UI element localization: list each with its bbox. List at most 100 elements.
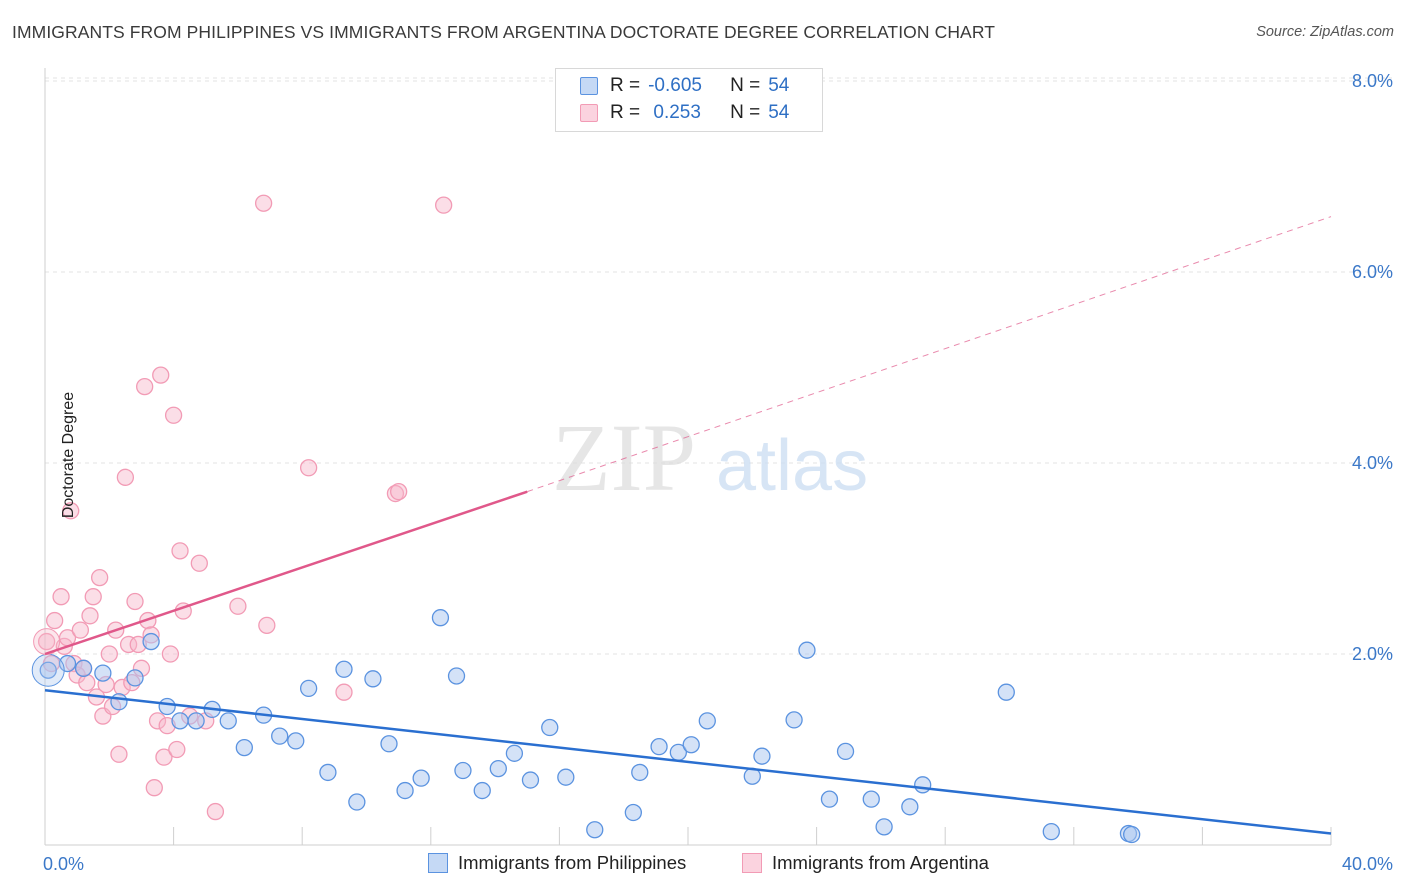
- data-point-philippines: [31, 653, 65, 687]
- legend-n-value: 54: [768, 102, 790, 123]
- data-point-philippines: [820, 790, 839, 808]
- y-tick-label: 6.0%: [1352, 262, 1393, 282]
- data-point-philippines: [219, 712, 237, 730]
- data-point-argentina: [110, 745, 128, 763]
- series-label-philippines: Immigrants from Philippines: [458, 852, 687, 873]
- data-point-argentina: [136, 377, 154, 396]
- data-point-philippines: [875, 818, 893, 836]
- data-point-philippines: [586, 821, 604, 839]
- data-point-argentina: [164, 406, 183, 424]
- data-point-argentina: [116, 468, 135, 486]
- series-legend-philippines: Immigrants from Philippines: [428, 852, 686, 874]
- data-point-philippines: [753, 747, 771, 765]
- chart-title: IMMIGRANTS FROM PHILIPPINES VS IMMIGRANT…: [12, 22, 996, 42]
- data-point-philippines: [698, 712, 716, 730]
- data-point-philippines: [901, 798, 919, 816]
- series-label-argentina: Immigrants from Argentina: [772, 852, 989, 873]
- data-point-philippines: [1042, 822, 1060, 841]
- data-point-philippines: [126, 669, 144, 687]
- data-point-philippines: [110, 693, 128, 711]
- data-point-argentina: [78, 674, 96, 692]
- data-point-philippines: [473, 781, 491, 800]
- legend-r-label: R =: [610, 102, 641, 123]
- data-point-philippines: [271, 727, 289, 745]
- data-point-philippines: [39, 661, 57, 679]
- data-point-argentina: [126, 592, 144, 611]
- data-point-philippines: [431, 609, 450, 627]
- data-point-philippines: [505, 744, 524, 762]
- data-point-philippines: [74, 659, 93, 677]
- series-legend-argentina: Immigrants from Argentina: [742, 852, 989, 874]
- data-point-argentina: [161, 645, 180, 663]
- data-point-philippines: [557, 768, 575, 786]
- data-point-philippines: [319, 763, 337, 782]
- data-point-argentina: [148, 712, 167, 730]
- data-point-philippines: [454, 761, 472, 780]
- data-point-philippines: [862, 790, 880, 808]
- y-tick-label: 2.0%: [1352, 644, 1393, 664]
- data-point-philippines: [624, 803, 642, 822]
- data-point-philippines: [348, 793, 366, 811]
- data-point-philippines: [631, 763, 649, 782]
- data-point-philippines: [785, 711, 803, 729]
- data-point-argentina: [258, 616, 276, 634]
- legend-swatch-argentina: [580, 104, 598, 122]
- legend-n-label: N =: [730, 102, 761, 123]
- y-tick-label: 4.0%: [1352, 453, 1393, 473]
- data-point-argentina: [62, 502, 80, 520]
- data-point-philippines: [541, 718, 559, 737]
- data-point-philippines: [299, 679, 318, 698]
- data-point-argentina: [229, 597, 247, 615]
- legend-row-philippines: R = -0.605 N = 54: [580, 74, 789, 98]
- data-point-philippines: [396, 781, 414, 800]
- data-point-argentina: [81, 607, 99, 625]
- data-point-philippines: [447, 667, 466, 685]
- data-point-argentina: [119, 635, 138, 654]
- data-point-argentina: [52, 588, 70, 606]
- legend-swatch-philippines: [580, 77, 598, 95]
- data-point-argentina: [152, 366, 170, 384]
- data-point-philippines: [412, 769, 430, 787]
- data-point-argentina: [91, 568, 109, 587]
- data-point-philippines: [158, 697, 176, 716]
- data-point-argentina: [335, 683, 353, 701]
- data-point-argentina: [206, 802, 225, 821]
- data-point-argentina: [254, 194, 273, 212]
- legend-r-label: R =: [610, 75, 641, 96]
- data-point-philippines: [171, 712, 189, 730]
- data-point-argentina: [155, 748, 173, 766]
- series-legend: Immigrants from Philippines Immigrants f…: [0, 852, 1406, 878]
- data-point-philippines: [650, 737, 668, 756]
- data-point-philippines: [682, 736, 700, 754]
- data-point-argentina: [37, 632, 56, 651]
- data-point-argentina: [84, 588, 102, 606]
- data-point-argentina: [100, 645, 118, 663]
- data-point-philippines: [997, 683, 1015, 701]
- data-point-philippines: [521, 771, 540, 789]
- series-swatch-argentina: [742, 853, 762, 873]
- data-point-argentina: [145, 779, 163, 797]
- data-point-philippines: [489, 759, 507, 778]
- legend-r-value: 0.253: [648, 102, 701, 123]
- y-tick-label: 8.0%: [1352, 71, 1393, 91]
- data-point-philippines: [380, 735, 398, 753]
- data-point-argentina: [171, 542, 189, 560]
- data-point-philippines: [836, 742, 855, 761]
- data-point-argentina: [45, 611, 64, 630]
- data-point-argentina: [168, 740, 186, 759]
- trendline-philippines: [44, 689, 1332, 835]
- data-point-philippines: [335, 660, 353, 678]
- trendline-argentina-extension: [527, 216, 1332, 493]
- data-point-argentina: [299, 459, 318, 477]
- legend-r-value: -0.605: [648, 75, 702, 96]
- data-point-argentina: [389, 482, 408, 501]
- correlation-legend: R = -0.605 N = 54 R = 0.253 N = 54: [555, 68, 823, 132]
- y-axis-label: Doctorate Degree: [60, 391, 78, 519]
- source-credit: Source: ZipAtlas.com: [1256, 24, 1394, 40]
- legend-n-value: 54: [768, 75, 790, 96]
- data-point-philippines: [235, 738, 253, 757]
- series-swatch-philippines: [428, 853, 448, 873]
- x-tick-label: 0.0%: [43, 854, 84, 874]
- watermark-atlas: atlas: [716, 426, 868, 506]
